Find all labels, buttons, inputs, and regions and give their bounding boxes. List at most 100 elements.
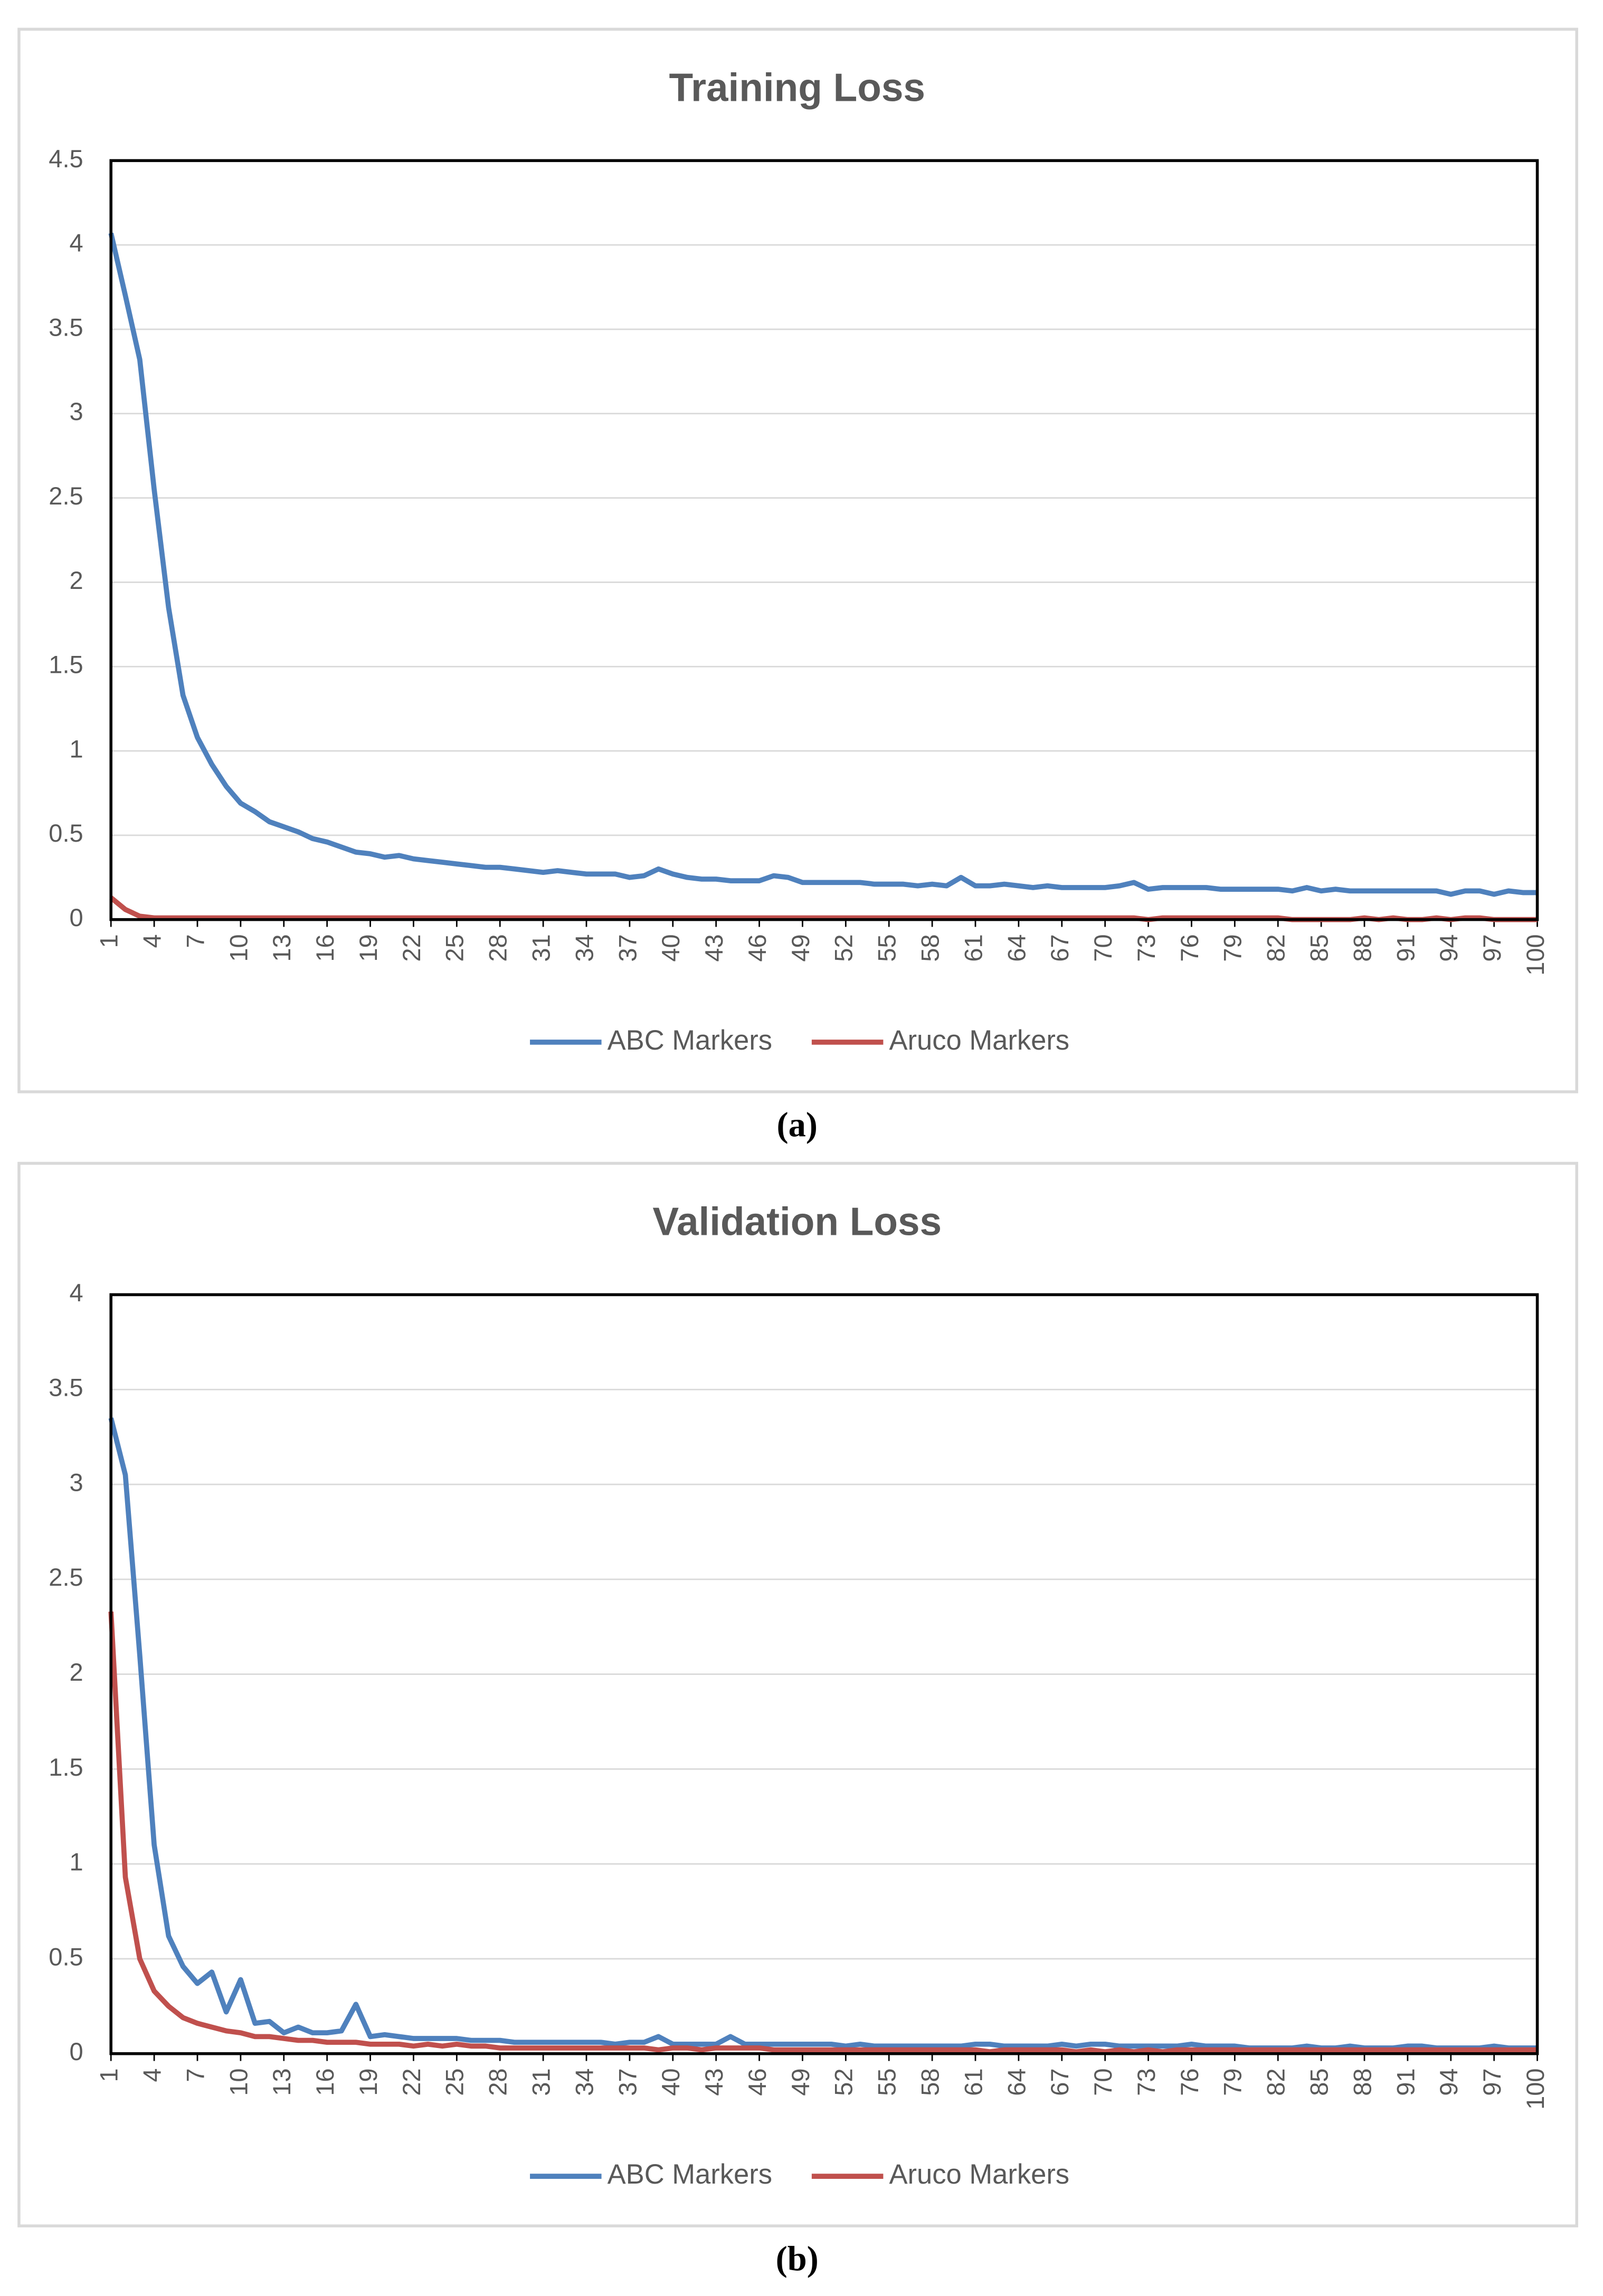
x-tick-label: 16 xyxy=(311,2068,339,2095)
x-tick-label: 79 xyxy=(1219,2068,1247,2095)
y-tick-label: 1 xyxy=(70,1848,83,1876)
y-tick-label: 4 xyxy=(70,1279,83,1307)
caption: (b) xyxy=(776,2240,819,2279)
x-tick-label: 76 xyxy=(1175,934,1203,961)
x-tick-label: 58 xyxy=(916,2068,944,2095)
x-tick-label: 40 xyxy=(657,2068,685,2095)
y-tick-label: 2 xyxy=(70,1658,83,1686)
chart-frame xyxy=(17,27,1578,1093)
x-tick-label: 55 xyxy=(873,934,901,961)
y-tick-label: 0.5 xyxy=(49,1942,83,1970)
x-tick-label: 13 xyxy=(268,934,296,961)
x-tick-label: 73 xyxy=(1132,2068,1160,2095)
x-tick-label: 58 xyxy=(916,934,944,961)
x-tick-label: 76 xyxy=(1175,2068,1203,2095)
x-tick-label: 91 xyxy=(1391,2068,1419,2095)
legend-label: Aruco Markers xyxy=(889,1025,1069,1056)
x-tick-label: 88 xyxy=(1348,934,1376,961)
x-tick-label: 4 xyxy=(138,2068,166,2082)
y-tick-label: 2.5 xyxy=(49,1563,83,1591)
x-tick-label: 25 xyxy=(441,2068,469,2095)
x-tick-label: 46 xyxy=(743,2068,771,2095)
x-tick-label: 61 xyxy=(959,934,987,961)
x-tick-label: 97 xyxy=(1478,934,1506,961)
x-tick-label: 52 xyxy=(830,2068,858,2095)
x-tick-label: 94 xyxy=(1435,2068,1463,2095)
x-tick-label: 85 xyxy=(1305,2068,1333,2095)
y-tick-label: 0 xyxy=(70,2037,83,2065)
x-tick-label: 52 xyxy=(830,934,858,961)
x-tick-label: 4 xyxy=(138,934,166,948)
x-tick-label: 64 xyxy=(1002,934,1030,961)
legend-label: ABC Markers xyxy=(608,1025,772,1056)
x-tick-label: 1 xyxy=(95,934,123,948)
x-tick-label: 91 xyxy=(1391,934,1419,961)
x-tick-label: 31 xyxy=(527,934,555,961)
x-tick-label: 64 xyxy=(1002,2068,1030,2095)
y-tick-label: 1 xyxy=(70,735,83,763)
series-line xyxy=(108,1611,1538,2055)
x-tick-label: 25 xyxy=(441,934,469,961)
x-tick-label: 97 xyxy=(1478,2068,1506,2095)
x-tick-label: 49 xyxy=(786,934,814,961)
caption: (a) xyxy=(776,1106,817,1144)
y-tick-label: 0 xyxy=(70,903,83,931)
chart-frame xyxy=(17,1161,1578,2227)
x-tick-label: 31 xyxy=(527,2068,555,2095)
x-tick-label: 28 xyxy=(484,934,512,961)
x-tick-label: 100 xyxy=(1521,2068,1549,2109)
y-tick-label: 1.5 xyxy=(49,1753,83,1781)
x-tick-label: 46 xyxy=(743,934,771,961)
x-tick-label: 34 xyxy=(570,2068,598,2095)
y-tick-label: 1.5 xyxy=(49,651,83,679)
x-tick-label: 100 xyxy=(1521,934,1549,975)
x-tick-label: 61 xyxy=(959,2068,987,2095)
legend-label: Aruco Markers xyxy=(889,2159,1069,2190)
x-tick-label: 67 xyxy=(1046,2068,1074,2095)
x-tick-label: 73 xyxy=(1132,934,1160,961)
x-tick-label: 88 xyxy=(1348,2068,1376,2095)
y-tick-label: 3 xyxy=(70,397,83,425)
x-tick-label: 70 xyxy=(1089,934,1117,961)
x-tick-label: 94 xyxy=(1435,934,1463,961)
x-tick-label: 7 xyxy=(181,2068,209,2082)
y-tick-label: 0.5 xyxy=(49,819,83,847)
x-tick-label: 10 xyxy=(224,934,252,961)
x-tick-label: 43 xyxy=(700,934,728,961)
x-tick-label: 19 xyxy=(354,934,382,961)
y-tick-label: 3 xyxy=(70,1468,83,1496)
y-tick-label: 3.5 xyxy=(49,1374,83,1402)
plot-border xyxy=(109,1293,1539,2055)
x-tick-label: 1 xyxy=(95,2068,123,2082)
y-tick-label: 2.5 xyxy=(49,482,83,510)
x-tick-label: 13 xyxy=(268,2068,296,2095)
y-tick-label: 4.5 xyxy=(49,145,83,173)
chart-title: Validation Loss xyxy=(652,1199,942,1243)
x-tick-label: 40 xyxy=(657,934,685,961)
x-tick-label: 67 xyxy=(1046,934,1074,961)
x-tick-label: 79 xyxy=(1219,934,1247,961)
y-tick-label: 3.5 xyxy=(49,313,83,341)
x-tick-label: 70 xyxy=(1089,2068,1117,2095)
x-tick-label: 28 xyxy=(484,2068,512,2095)
x-tick-label: 49 xyxy=(786,2068,814,2095)
plot-border xyxy=(109,159,1539,921)
x-tick-label: 85 xyxy=(1305,934,1333,961)
x-tick-label: 16 xyxy=(311,934,339,961)
x-tick-label: 22 xyxy=(397,934,425,961)
x-tick-label: 22 xyxy=(397,2068,425,2095)
legend-label: ABC Markers xyxy=(608,2159,772,2190)
chart-title: Training Loss xyxy=(669,65,925,109)
x-tick-label: 10 xyxy=(224,2068,252,2095)
x-tick-label: 82 xyxy=(1262,2068,1290,2095)
y-tick-label: 2 xyxy=(70,566,83,594)
x-tick-label: 55 xyxy=(873,2068,901,2095)
x-tick-label: 7 xyxy=(181,934,209,948)
x-tick-label: 37 xyxy=(613,2068,641,2095)
series-line xyxy=(108,232,1538,897)
x-tick-label: 43 xyxy=(700,2068,728,2095)
series-line xyxy=(108,1417,1538,2051)
x-tick-label: 34 xyxy=(570,934,598,961)
x-tick-label: 19 xyxy=(354,2068,382,2095)
